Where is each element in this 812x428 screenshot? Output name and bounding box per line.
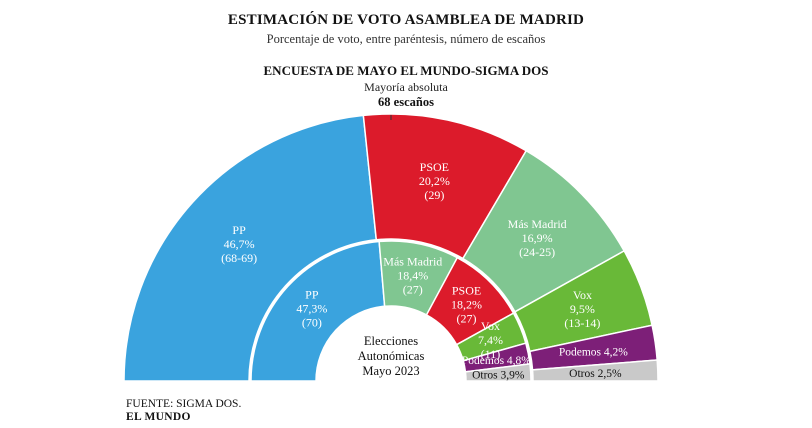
majority-label: Mayoría absoluta: [364, 80, 448, 94]
slice-label: PSOE: [420, 160, 449, 174]
slice-label: 7,4%: [478, 333, 503, 347]
slice-label: (27): [403, 283, 423, 297]
slice-otros: [464, 363, 532, 382]
slice-pp: [250, 240, 386, 382]
chart-title: ESTIMACIÓN DE VOTO ASAMBLEA DE MADRID: [227, 12, 585, 28]
inner-ring: [250, 240, 532, 382]
slice-label: Vox: [481, 319, 500, 333]
slice-label: Podemos 4,2%: [559, 347, 628, 359]
slice-label: PP: [305, 287, 319, 301]
outer-ring: [123, 113, 659, 382]
slice-label: 46,7%: [224, 237, 255, 251]
slice-label: 16,9%: [522, 231, 553, 245]
center-label-line: Autonómicas: [358, 349, 425, 363]
slice-label: PP: [232, 223, 246, 237]
slice-pp: [123, 114, 378, 382]
slice-label: Más Madrid: [383, 255, 442, 269]
slice-label: Más Madrid: [508, 217, 567, 231]
slice-label: 20,2%: [419, 174, 450, 188]
majority-value: 68 escaños: [378, 95, 434, 109]
center-label-line: Elecciones: [364, 334, 418, 348]
slice-label: Vox: [573, 288, 592, 302]
chart-subtitle: Porcentaje de voto, entre paréntesis, nú…: [266, 32, 546, 46]
slice-label: (70): [302, 315, 322, 329]
slice-label: (24-25): [519, 245, 555, 259]
slice-label: (11): [481, 347, 501, 361]
brand-name: EL MUNDO: [126, 411, 191, 423]
slice-label: Otros 3,9%: [472, 369, 525, 381]
survey-title: ENCUESTA DE MAYO EL MUNDO-SIGMA DOS: [263, 63, 549, 78]
slice-label: 18,2%: [451, 298, 482, 312]
center-label-line: Mayo 2023: [362, 364, 419, 378]
center-label: Elecciones Autonómicas Mayo 2023: [358, 334, 425, 378]
source-note: FUENTE: SIGMA DOS.: [126, 398, 242, 410]
slice-label: PSOE: [452, 284, 481, 298]
slice-label: 9,5%: [570, 302, 595, 316]
slice-label: (13-14): [564, 316, 600, 330]
slice-label: (68-69): [221, 251, 257, 265]
slice-label: 47,3%: [296, 301, 327, 315]
slice-label: (27): [457, 312, 477, 326]
slice-label: Podemos 4,8%: [462, 355, 531, 367]
slice-label: (29): [424, 188, 444, 202]
slice-label: 18,4%: [397, 269, 428, 283]
slice-otros: [531, 359, 659, 382]
slice-label: Otros 2,5%: [569, 368, 622, 380]
